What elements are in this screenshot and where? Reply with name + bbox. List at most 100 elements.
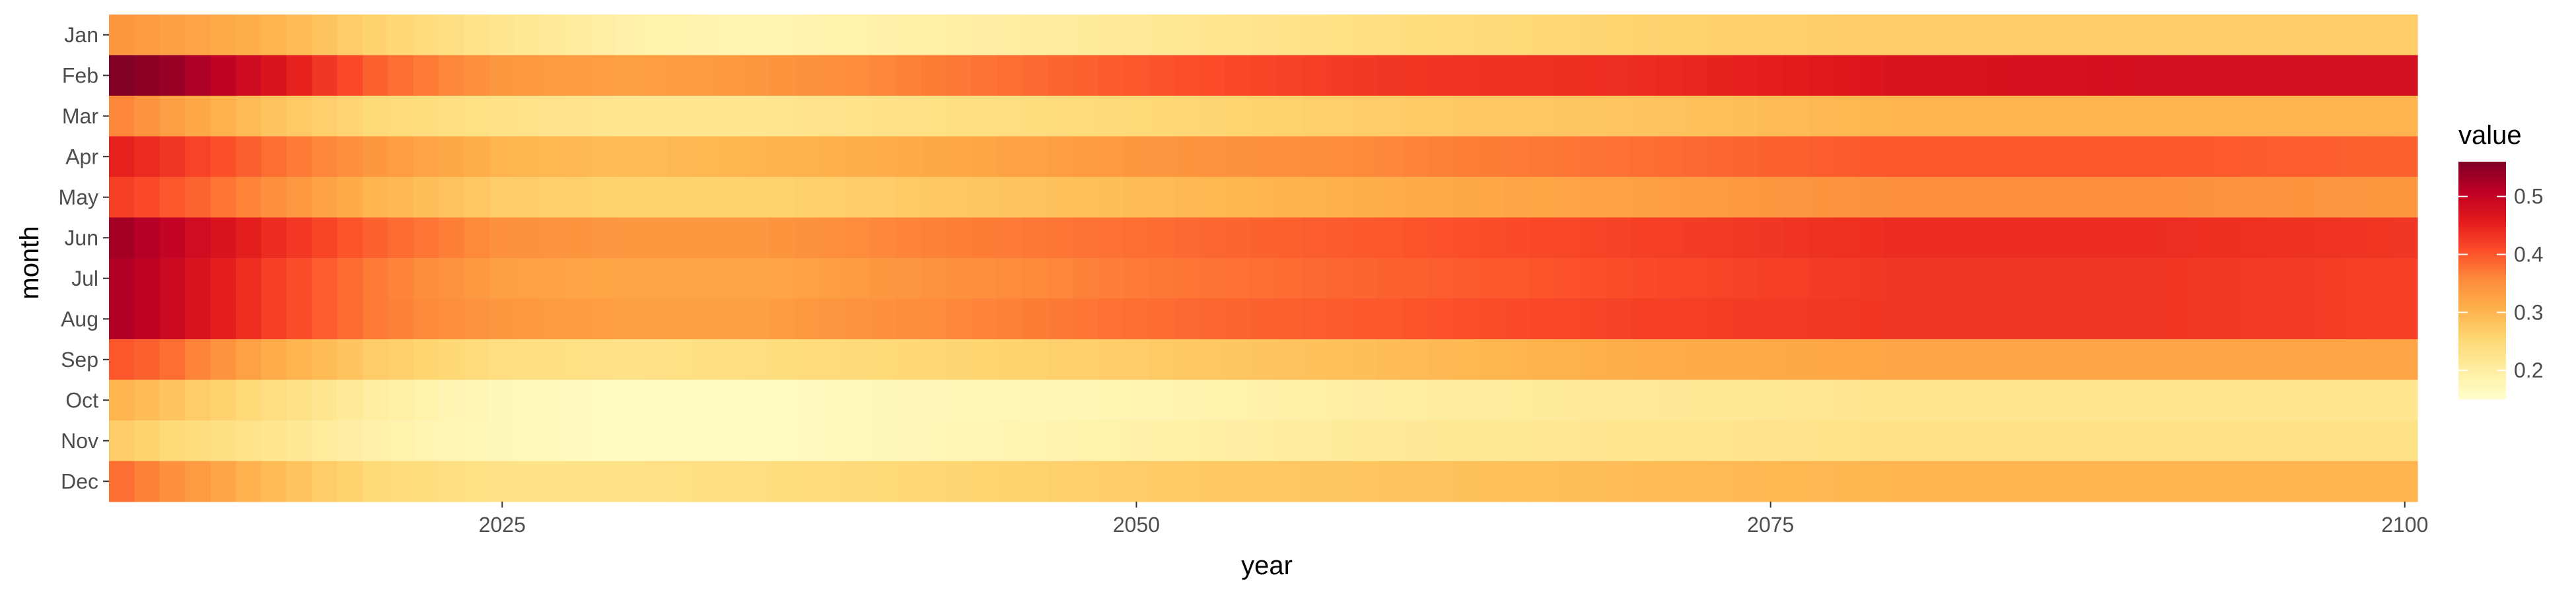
heatmap-cell xyxy=(1199,55,1226,96)
heatmap-cell xyxy=(1859,339,1886,381)
heatmap-cell xyxy=(413,298,439,340)
heatmap-cell xyxy=(1250,55,1277,96)
heatmap-cell xyxy=(1174,298,1201,340)
heatmap-cell xyxy=(2341,15,2367,56)
heatmap-cell xyxy=(1834,55,1860,96)
heatmap-cell xyxy=(946,177,972,218)
heatmap-cell xyxy=(1326,298,1353,340)
heatmap-cell xyxy=(2265,420,2291,462)
heatmap-cell xyxy=(1986,15,2013,56)
heatmap-cell xyxy=(1174,420,1201,462)
heatmap-cell xyxy=(1149,15,1175,56)
heatmap-cell xyxy=(565,55,592,96)
heatmap-cell xyxy=(819,258,845,300)
heatmap-cell xyxy=(413,55,439,96)
heatmap-cell xyxy=(1124,136,1150,178)
heatmap-cell xyxy=(768,380,795,421)
heatmap-cell xyxy=(1428,258,1454,300)
heatmap-cell xyxy=(2316,339,2342,381)
heatmap-cell xyxy=(1529,15,1556,56)
heatmap-cell xyxy=(134,217,161,259)
heatmap-cell xyxy=(1048,258,1074,300)
heatmap-cell xyxy=(565,298,592,340)
legend-tick-label: 0.3 xyxy=(2514,300,2543,324)
heatmap-cell xyxy=(717,298,744,340)
heatmap-cell xyxy=(743,15,769,56)
heatmap-cell xyxy=(159,217,186,259)
heatmap-cell xyxy=(2011,380,2038,421)
heatmap-cell xyxy=(1808,15,1835,56)
heatmap-cell xyxy=(971,177,997,218)
heatmap-cell xyxy=(1174,258,1201,300)
heatmap-cell xyxy=(1504,380,1530,421)
heatmap-cell xyxy=(489,136,516,178)
heatmap-cell xyxy=(819,177,845,218)
heatmap-cell xyxy=(2392,420,2418,462)
heatmap-cell xyxy=(1529,258,1556,300)
heatmap-cell xyxy=(159,380,186,421)
heatmap-cell xyxy=(1935,380,1962,421)
heatmap-cell xyxy=(515,258,541,300)
heatmap-cell xyxy=(717,15,744,56)
heatmap-cell xyxy=(1758,258,1784,300)
heatmap-cell xyxy=(1048,177,1074,218)
heatmap-cell xyxy=(2087,217,2114,259)
heatmap-cell xyxy=(1733,96,1759,137)
heatmap-cell xyxy=(1935,136,1962,178)
color-legend: value 0.2 0.3 0.4 0.5 xyxy=(2458,121,2543,399)
heatmap-cell xyxy=(312,461,338,502)
legend-tick-label: 0.5 xyxy=(2514,185,2543,209)
y-tick-label: Feb xyxy=(62,63,98,87)
y-tick-label: Jan xyxy=(64,23,98,47)
heatmap-cell xyxy=(1174,380,1201,421)
heatmap-cell xyxy=(565,258,592,300)
heatmap-cell xyxy=(1275,258,1302,300)
heatmap-cell xyxy=(1834,380,1860,421)
heatmap-cell xyxy=(210,96,236,137)
heatmap-cell xyxy=(185,258,211,300)
heatmap-cell xyxy=(2214,15,2240,56)
heatmap-cell xyxy=(1682,339,1708,381)
heatmap-cell xyxy=(1682,298,1708,340)
heatmap-cell xyxy=(464,461,490,502)
heatmap-cell xyxy=(1022,217,1048,259)
heatmap-cell xyxy=(2341,96,2367,137)
heatmap-cell xyxy=(1656,258,1682,300)
heatmap-cell xyxy=(2138,136,2165,178)
heatmap-cell xyxy=(1124,55,1150,96)
heatmap-cell xyxy=(2367,55,2393,96)
heatmap-cell xyxy=(2214,217,2240,259)
heatmap-cell xyxy=(388,15,414,56)
heatmap-cell xyxy=(1529,217,1556,259)
heatmap-cell xyxy=(2316,258,2342,300)
heatmap-cell xyxy=(2367,298,2393,340)
heatmap-cell xyxy=(946,55,972,96)
heatmap-cell xyxy=(870,298,896,340)
heatmap-cell xyxy=(1884,96,1911,137)
heatmap-cell xyxy=(565,15,592,56)
heatmap-cell xyxy=(2265,380,2291,421)
heatmap-cell xyxy=(1884,55,1911,96)
heatmap-cell xyxy=(210,258,236,300)
heatmap-cell xyxy=(1301,15,1328,56)
heatmap-cell xyxy=(971,461,997,502)
heatmap-cell xyxy=(819,298,845,340)
heatmap-cell xyxy=(2341,136,2367,178)
heatmap-cell xyxy=(1808,420,1835,462)
heatmap-cell xyxy=(844,420,871,462)
heatmap-cell xyxy=(1859,136,1886,178)
y-tick-label: Jun xyxy=(64,226,98,249)
heatmap-cell xyxy=(921,55,947,96)
heatmap-cell xyxy=(768,55,795,96)
heatmap-cell xyxy=(2341,420,2367,462)
heatmap-cell xyxy=(1022,298,1048,340)
heatmap-cell xyxy=(286,217,312,259)
heatmap-cell xyxy=(439,298,465,340)
heatmap-cell xyxy=(1199,136,1226,178)
heatmap-cell xyxy=(1555,96,1581,137)
heatmap-cell xyxy=(337,339,363,381)
heatmap-cell xyxy=(210,339,236,381)
heatmap-cell xyxy=(1453,55,1480,96)
heatmap-cell xyxy=(793,55,820,96)
heatmap-cell xyxy=(286,136,312,178)
